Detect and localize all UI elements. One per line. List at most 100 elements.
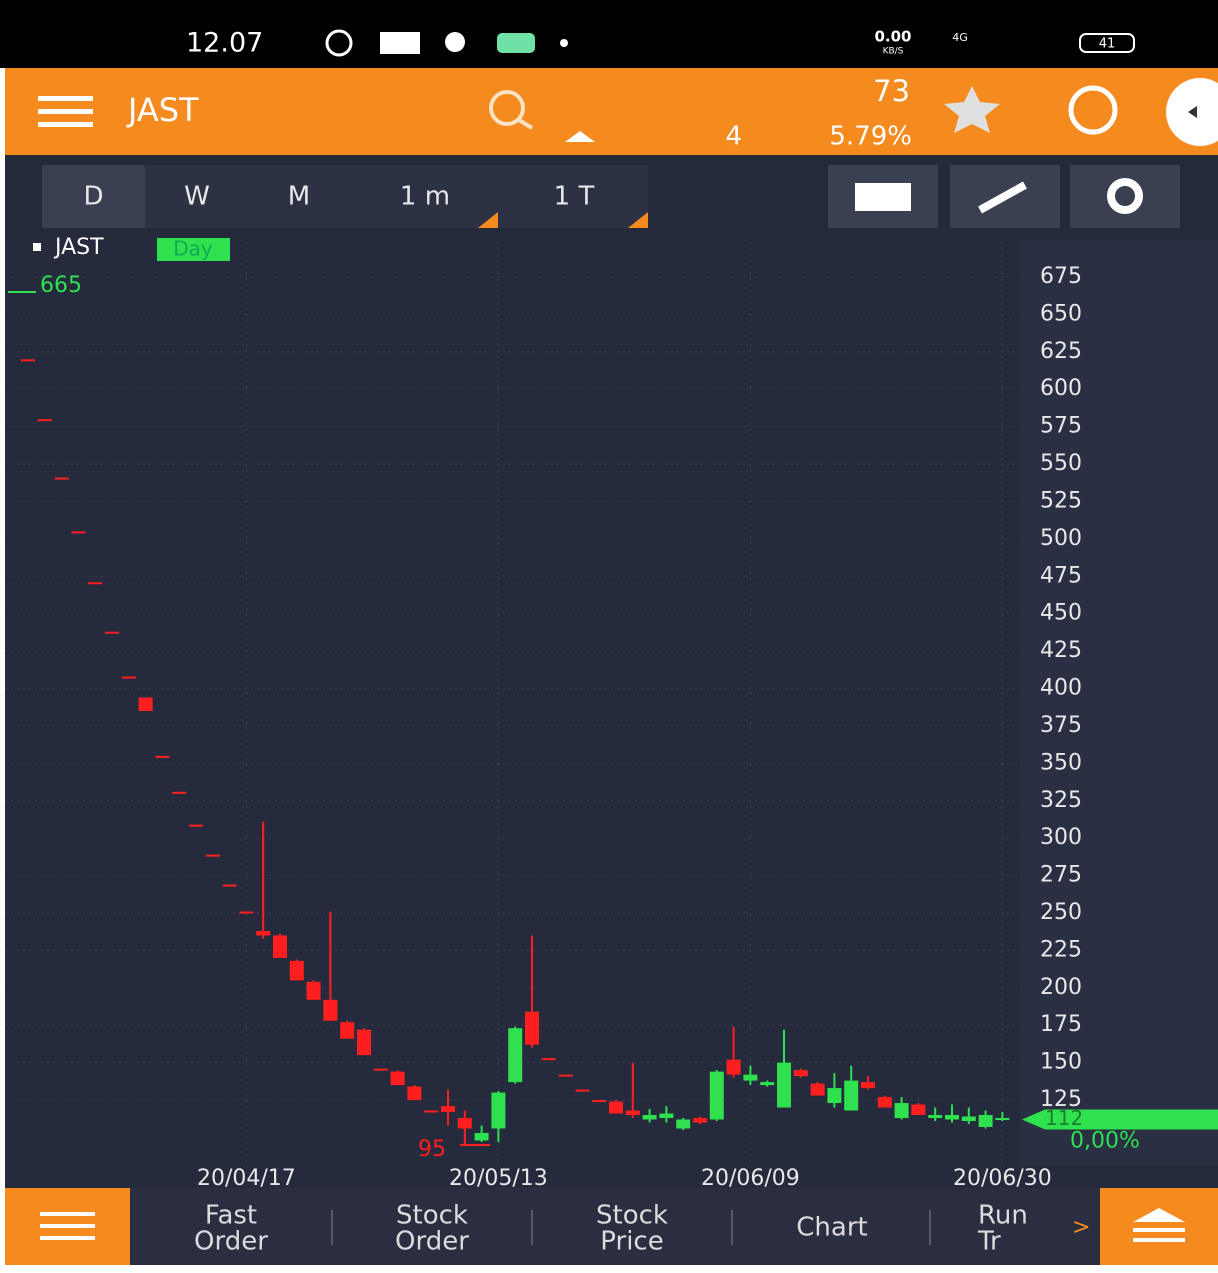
low-marker-label: 95 xyxy=(418,1137,446,1162)
candle-body xyxy=(121,676,136,679)
plot: 125 150 175 200 225 250 275 300 325 350 375 400 425 4… xyxy=(5,242,1218,1191)
timeframe-tab[interactable]: D xyxy=(83,182,103,212)
candle-body xyxy=(71,531,86,534)
nav-item-label[interactable]: Order xyxy=(194,1227,268,1257)
y-tick-label: 475 xyxy=(1040,563,1082,588)
candle-body xyxy=(541,1058,556,1061)
up-arrow xyxy=(565,131,595,142)
candle-body xyxy=(844,1080,859,1111)
y-tick-label: 300 xyxy=(1040,825,1082,850)
candle-body xyxy=(205,854,220,857)
y-tick-label: 500 xyxy=(1040,526,1082,551)
candle-body xyxy=(709,1071,724,1120)
candle-body xyxy=(441,1106,455,1113)
app-header xyxy=(5,68,1218,155)
nav-more-button[interactable] xyxy=(1100,1188,1218,1265)
candle-body xyxy=(37,419,52,422)
candle-body xyxy=(726,1059,741,1075)
candle-body xyxy=(592,1100,607,1103)
candle-body xyxy=(457,1118,472,1129)
candle-body xyxy=(508,1028,523,1083)
y-tick-label: 325 xyxy=(1040,788,1082,813)
dot-icon xyxy=(560,39,568,47)
x-tick-label: 20/04/17 xyxy=(197,1166,296,1191)
last-change-label: 0,00% xyxy=(1070,1129,1140,1154)
y-tick-label: 350 xyxy=(1040,750,1082,775)
candle-body xyxy=(172,791,187,794)
timeframe-tab[interactable]: W xyxy=(184,182,210,212)
nav-item-label[interactable]: Stock xyxy=(396,1201,468,1231)
candle-body xyxy=(793,1070,808,1077)
nav-item-label[interactable]: Order xyxy=(395,1227,469,1257)
y-tick-label: 525 xyxy=(1040,488,1082,513)
symbol: JAST xyxy=(126,91,199,129)
net-speed-unit: KB/S xyxy=(883,47,904,57)
battery xyxy=(1079,33,1135,53)
legend-symbol: JAST xyxy=(53,235,104,260)
y-tick-label: 675 xyxy=(1040,264,1082,289)
y-tick-label: 400 xyxy=(1040,676,1082,701)
clock: 12.07 xyxy=(186,28,263,59)
nav-item-label[interactable]: Fast xyxy=(205,1201,257,1231)
candle-body xyxy=(760,1082,775,1086)
nav-item-label[interactable]: Price xyxy=(600,1227,663,1257)
nav-item-label[interactable]: Tr xyxy=(977,1227,1001,1257)
y-tick-label: 200 xyxy=(1040,975,1082,1000)
candle-body xyxy=(995,1118,1010,1121)
candle-body xyxy=(256,930,271,936)
nav-item-label[interactable]: Run xyxy=(978,1201,1028,1231)
legend-interval: Day xyxy=(173,237,213,261)
dropdown-marker xyxy=(478,212,498,228)
candle-body xyxy=(289,960,304,981)
y-tick-label: 425 xyxy=(1040,638,1082,663)
x-tick-label: 20/05/13 xyxy=(449,1166,548,1191)
nav-item-label[interactable]: Chart xyxy=(796,1213,867,1243)
favorite-button[interactable] xyxy=(944,86,1000,133)
search-button[interactable] xyxy=(489,90,534,130)
menu-button[interactable] xyxy=(38,96,93,127)
candle-body xyxy=(877,1097,892,1108)
candle-body xyxy=(693,1118,707,1123)
candle-body xyxy=(625,1110,640,1116)
candle-body xyxy=(424,1110,439,1113)
price-axis xyxy=(1020,240,1218,1165)
candle-body xyxy=(676,1119,691,1129)
y-tick-label: 225 xyxy=(1040,937,1082,962)
whatsapp-icon xyxy=(325,29,353,57)
refresh-button[interactable] xyxy=(1068,85,1118,135)
timeframe-tab[interactable]: 1 T xyxy=(554,182,595,212)
high-marker-label: 665 xyxy=(40,273,82,298)
candle-body xyxy=(323,999,338,1021)
candle-body xyxy=(978,1115,993,1127)
y-tick-label: 150 xyxy=(1040,1050,1082,1075)
y-tick-label: 125 xyxy=(1040,1087,1082,1112)
candle-body xyxy=(239,911,254,914)
candle-body xyxy=(642,1115,657,1120)
facebook-icon xyxy=(380,32,420,54)
nav-menu-icon xyxy=(40,1212,95,1240)
timeframe-tab[interactable]: M xyxy=(288,182,310,212)
side-arrow xyxy=(1188,106,1197,118)
nav-scroll-arrow: > xyxy=(1072,1215,1090,1240)
layout-icon xyxy=(855,183,911,211)
dropdown-marker xyxy=(628,212,648,228)
battery-level: 41 xyxy=(1099,37,1116,52)
settings-button[interactable] xyxy=(1070,165,1180,228)
candle-body xyxy=(390,1071,405,1086)
candle-body xyxy=(810,1083,825,1096)
candle-body xyxy=(155,755,170,758)
app-icon xyxy=(497,33,535,53)
candle-body xyxy=(928,1115,943,1119)
x-tick-label: 20/06/09 xyxy=(701,1166,800,1191)
timeframe-selected xyxy=(42,165,145,228)
timeframe-tab[interactable]: 1 m xyxy=(400,182,450,212)
y-tick-label: 450 xyxy=(1040,601,1082,626)
candle-body xyxy=(189,824,203,827)
candle-body xyxy=(407,1086,422,1101)
nav-item-label[interactable]: Stock xyxy=(596,1201,668,1231)
candle-body xyxy=(743,1074,758,1081)
candle-body xyxy=(558,1074,573,1077)
candle-body xyxy=(474,1132,489,1141)
y-tick-label: 650 xyxy=(1040,301,1082,326)
